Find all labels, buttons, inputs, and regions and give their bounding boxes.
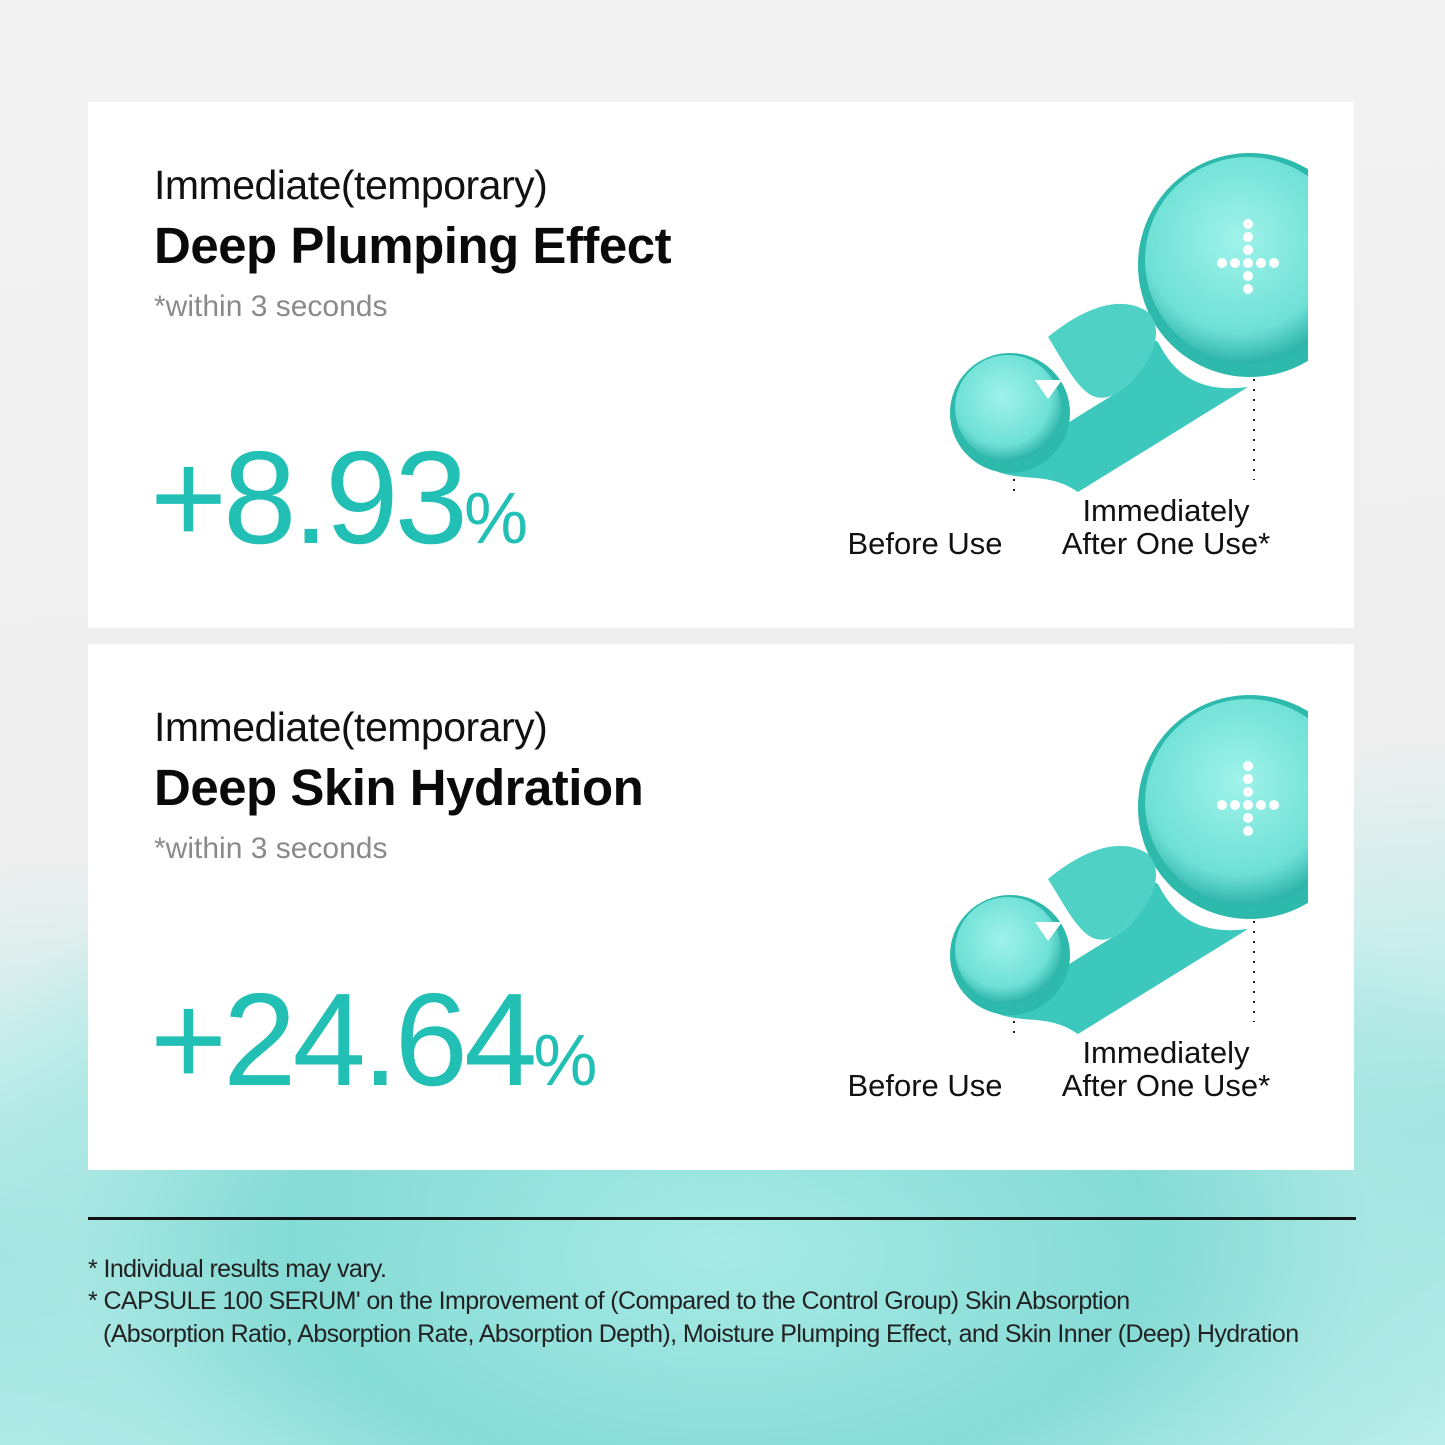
serum-droplet-illustration: [949, 152, 1308, 492]
after-label-line1: Immediately: [1082, 493, 1250, 528]
before-use-label: Before Use: [847, 526, 1003, 561]
after-label-line1: Immediately: [1082, 1035, 1250, 1070]
after-use-label: Immediately After One Use*: [1046, 494, 1286, 560]
footnote: * Individual results may vary.: [88, 1255, 387, 1283]
card-pretitle: Immediate(temporary): [154, 162, 548, 208]
serum-droplet-illustration: [949, 694, 1308, 1034]
stat-value: +24.64%: [150, 974, 597, 1106]
card-note: *within 3 seconds: [154, 290, 388, 323]
after-label-line2: After One Use*: [1061, 526, 1271, 561]
after-use-label: Immediately After One Use*: [1046, 1036, 1286, 1102]
after-label-line2: After One Use*: [1061, 1068, 1271, 1103]
stat-number: +24.64: [150, 966, 537, 1113]
card-pretitle: Immediate(temporary): [154, 704, 548, 750]
before-use-label: Before Use: [847, 1068, 1003, 1103]
stat-number: +8.93: [150, 424, 468, 571]
skin-hydration-card: Immediate(temporary) Deep Skin Hydration…: [88, 644, 1354, 1170]
stat-value: +8.93%: [150, 432, 528, 564]
card-note: *within 3 seconds: [154, 832, 388, 865]
stat-unit: %: [464, 479, 529, 559]
divider: [88, 1217, 1356, 1220]
card-title: Deep Skin Hydration: [154, 759, 644, 816]
footnote: (Absorption Ratio, Absorption Rate, Abso…: [103, 1320, 1299, 1348]
footnote: * CAPSULE 100 SERUM' on the Improvement …: [88, 1287, 1130, 1315]
plumping-effect-card: Immediate(temporary) Deep Plumping Effec…: [88, 102, 1354, 628]
stat-unit: %: [533, 1021, 598, 1101]
card-title: Deep Plumping Effect: [154, 217, 672, 274]
